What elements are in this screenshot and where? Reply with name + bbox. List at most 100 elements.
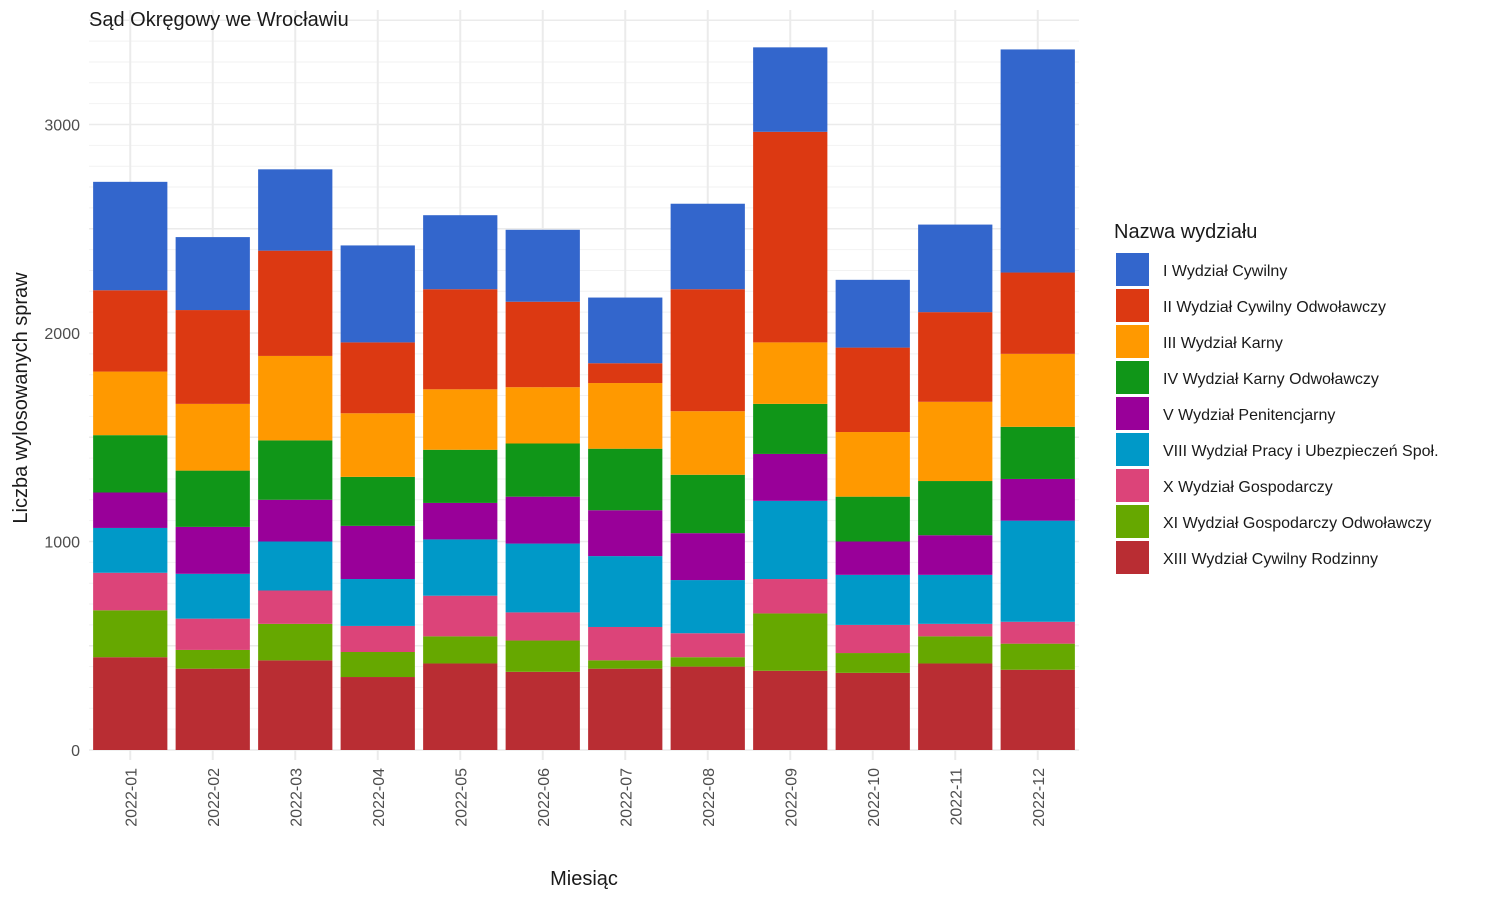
bar-segment [670, 666, 745, 750]
legend-swatch [1116, 433, 1149, 466]
bar-segment [505, 387, 580, 444]
x-tick-label: 2022-08 [701, 768, 718, 827]
bar-segment [588, 297, 663, 364]
bar-segment [505, 543, 580, 613]
bar-segment [423, 636, 498, 664]
bar-segment [753, 131, 828, 343]
legend-swatch [1116, 505, 1149, 538]
y-tick-label: 0 [71, 743, 80, 760]
bar-segment [588, 668, 663, 750]
bar-segment [918, 224, 993, 313]
bar-segment [258, 541, 333, 591]
x-tick-label: 2022-11 [948, 768, 965, 826]
bar-segment [93, 492, 168, 528]
legend-label: IV Wydział Karny Odwoławczy [1163, 371, 1379, 388]
bar-segment [175, 526, 250, 574]
bar-segment [340, 579, 415, 626]
bar-segment [258, 499, 333, 542]
bar-segment [753, 579, 828, 614]
bar-segment [505, 640, 580, 672]
bar-segment [1000, 621, 1075, 644]
bar-segment [670, 203, 745, 290]
bar-segment [340, 677, 415, 750]
bar-segment [423, 215, 498, 290]
x-axis-title: Miesiąc [550, 868, 618, 890]
bar-segment [93, 657, 168, 750]
bar-segment [505, 612, 580, 641]
legend-label: II Wydział Cywilny Odwoławczy [1163, 299, 1386, 316]
bar-segment [835, 541, 910, 575]
bar-segment [588, 660, 663, 669]
legend-label: I Wydział Cywilny [1163, 263, 1287, 280]
bar-segment [505, 671, 580, 750]
bar-segment [918, 623, 993, 637]
bar-segment [340, 413, 415, 477]
bar-segment [1000, 478, 1075, 521]
x-tick-label: 2022-01 [123, 768, 140, 827]
legend-label: X Wydział Gospodarczy [1163, 479, 1333, 496]
bar-segment [175, 470, 250, 527]
bar-segment [340, 525, 415, 580]
bar-segment [588, 510, 663, 557]
bar-segment [93, 610, 168, 658]
bar-segment [93, 435, 168, 493]
legend-swatch [1116, 541, 1149, 574]
bar-segment [835, 672, 910, 750]
bar-segment [175, 668, 250, 750]
y-tick-label: 2000 [44, 326, 80, 343]
bar-segment [588, 626, 663, 661]
bar-segment [670, 533, 745, 581]
legend-label: XI Wydział Gospodarczy Odwoławczy [1163, 515, 1431, 532]
bar-segment [1000, 669, 1075, 750]
x-tick-label: 2022-12 [1031, 768, 1048, 827]
bar-segment [423, 539, 498, 596]
bar-segment [918, 574, 993, 624]
bar-segment [423, 663, 498, 750]
bar-segment [258, 169, 333, 251]
y-axis-title: Liczba wylosowanych spraw [10, 272, 32, 524]
bar-segment [175, 649, 250, 669]
x-tick-label: 2022-03 [288, 768, 305, 827]
bar-segment [588, 363, 663, 384]
bar-segment [175, 403, 250, 471]
bar-segment [93, 527, 168, 573]
bar-segment [918, 401, 993, 482]
bar-segment [340, 245, 415, 343]
x-tick-label: 2022-10 [866, 768, 883, 827]
bar-segment [93, 181, 168, 291]
bar-segment [423, 389, 498, 450]
bar-segment [1000, 49, 1075, 273]
bar-segment [1000, 520, 1075, 622]
bar-segment [505, 443, 580, 497]
bar-segment [670, 580, 745, 634]
bar-segment [835, 624, 910, 654]
bar-segment [93, 290, 168, 372]
bar-segment [918, 636, 993, 664]
bar-segment [835, 653, 910, 673]
bar-segment [835, 574, 910, 625]
legend-title: Nazwa wydziału [1114, 221, 1257, 243]
bar-segment [918, 481, 993, 536]
legend-swatch [1116, 469, 1149, 502]
bar-segment [753, 613, 828, 671]
bar-segment [93, 572, 168, 611]
bar-segment [753, 500, 828, 580]
bar-segment [258, 250, 333, 356]
legend-swatch [1116, 397, 1149, 430]
x-tick-label: 2022-09 [783, 768, 800, 827]
bar-segment [670, 474, 745, 534]
bar-segment [753, 342, 828, 404]
chart-title: Sąd Okręgowy we Wrocławiu [89, 9, 349, 31]
bar-segment [175, 237, 250, 311]
bar-segment [1000, 426, 1075, 479]
legend-label: III Wydział Karny [1163, 335, 1283, 352]
bar-segment [340, 476, 415, 526]
bar-segment [670, 289, 745, 412]
bar-segment [670, 633, 745, 658]
bar-segment [753, 453, 828, 501]
bar-segment [670, 657, 745, 667]
bar-segment [175, 573, 250, 619]
bar-segment [258, 355, 333, 441]
bar-segment [258, 623, 333, 661]
